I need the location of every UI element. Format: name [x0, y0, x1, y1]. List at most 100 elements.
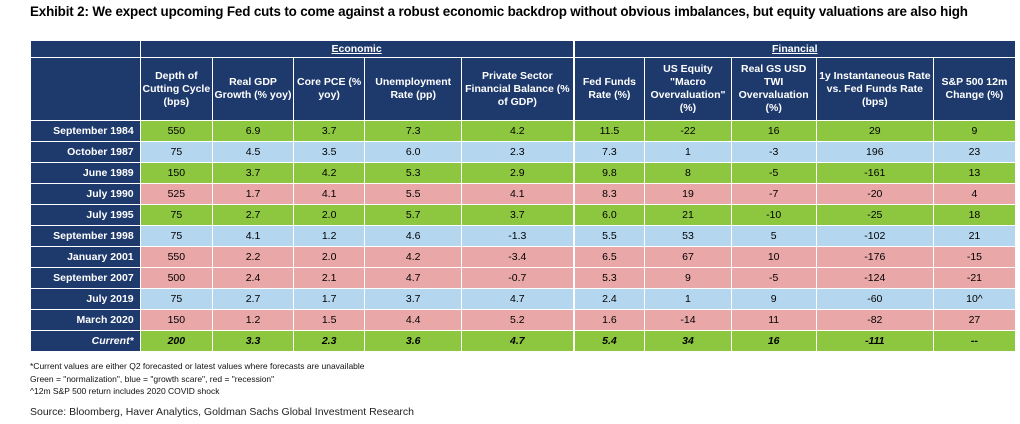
- table-cell: -22: [644, 120, 732, 142]
- table-cell: 4.2: [292, 162, 366, 184]
- column-header: US Equity "Macro Overvaluation" (%): [644, 57, 732, 121]
- table-cell: 1: [644, 141, 732, 163]
- table-cell: 2.3: [292, 330, 366, 352]
- table-cell: 4.5: [212, 141, 294, 163]
- table-cell: 2.9: [461, 162, 575, 184]
- column-header: Real GS USD TWI Overvaluation (%): [730, 57, 817, 121]
- table-cell: 2.3: [461, 141, 575, 163]
- table-row: July 2019 75 2.7 1.7 3.7 4.7 2.4 1 9 -60 10^: [30, 288, 1017, 310]
- table-cell: 196: [815, 141, 934, 163]
- table-cell: 4.4: [364, 309, 463, 331]
- column-header: Depth of Cutting Cycle (bps): [139, 57, 214, 121]
- table-cell: 5: [730, 225, 817, 247]
- row-label: October 1987: [30, 141, 141, 163]
- table-cell: 4.7: [364, 267, 463, 289]
- table-cell: 16: [730, 330, 817, 352]
- table-cell: 5.3: [364, 162, 463, 184]
- table-body: September 1984 550 6.9 3.7 7.3 4.2 11.5 -22 16 29…: [30, 120, 1017, 352]
- table-row: January 2001 550 2.2 2.0 4.2 -3.4 6.5 67 10 -176-…: [30, 246, 1017, 268]
- table-cell: 525: [139, 183, 214, 205]
- table-cell: 75: [139, 225, 214, 247]
- footnote: *Current values are either Q2 forecasted…: [30, 361, 365, 371]
- column-header: 1y Instantaneous Rate vs. Fed Funds Rate…: [815, 57, 934, 121]
- table-cell: 2.0: [292, 246, 366, 268]
- table-cell: -102: [815, 225, 934, 247]
- table-cell: -3.4: [461, 246, 575, 268]
- table-cell: 4: [932, 183, 1017, 205]
- table-cell: -111: [815, 330, 934, 352]
- table-cell: -60: [815, 288, 934, 310]
- table-row: September 1984 550 6.9 3.7 7.3 4.2 11.5 -22 16 29…: [30, 120, 1017, 142]
- row-label: June 1989: [30, 162, 141, 184]
- table-cell: 23: [932, 141, 1017, 163]
- table-cell: 4.1: [292, 183, 366, 205]
- table-row: July 1995 75 2.7 2.0 5.7 3.7 6.0 21 -10 -25 18: [30, 204, 1017, 226]
- table-cell: 9: [644, 267, 732, 289]
- table-cell: 3.3: [212, 330, 294, 352]
- table-cell: -25: [815, 204, 934, 226]
- table-cell: 21: [932, 225, 1017, 247]
- table-cell: 4.1: [461, 183, 575, 205]
- table-cell: 1.6: [572, 309, 646, 331]
- table-cell: 1.2: [292, 225, 366, 247]
- table-cell: 4.1: [212, 225, 294, 247]
- table-cell: 5.4: [572, 330, 646, 352]
- table-row: June 1989 150 3.7 4.2 5.3 2.9 9.8 8 -5 -161 13: [30, 162, 1017, 184]
- table-cell: -14: [644, 309, 732, 331]
- table-cell: 1.7: [292, 288, 366, 310]
- table-cell: 10^: [932, 288, 1017, 310]
- table-cell: 3.7: [461, 204, 575, 226]
- table-cell: 200: [139, 330, 214, 352]
- table-cell: 5.5: [364, 183, 463, 205]
- table-cell: -176: [815, 246, 934, 268]
- table-cell: 550: [139, 120, 214, 142]
- row-label: Current*: [30, 330, 141, 352]
- table-cell: 9: [932, 120, 1017, 142]
- table-cell: 5.2: [461, 309, 575, 331]
- table-cell: 53: [644, 225, 732, 247]
- table-cell: -21: [932, 267, 1017, 289]
- table-cell: 150: [139, 309, 214, 331]
- table-cell: 7.3: [572, 141, 646, 163]
- source-line: Source: Bloomberg, Haver Analytics, Gold…: [30, 406, 415, 418]
- table-cell: -82: [815, 309, 934, 331]
- table-cell: 2.4: [572, 288, 646, 310]
- table-cell: 75: [139, 204, 214, 226]
- footnote: Green = "normalization", blue = "growth …: [30, 373, 275, 384]
- table-cell: 4.7: [461, 330, 575, 352]
- table-cell: 550: [139, 246, 214, 268]
- footnotes: *Current values are either Q2 forecasted…: [30, 360, 365, 398]
- row-label: July 2019: [30, 288, 141, 310]
- table-row: July 1990 525 1.7 4.1 5.5 4.1 8.3 19 -7 -20 4: [30, 183, 1017, 205]
- table-cell: 3.5: [292, 141, 366, 163]
- table-cell: 7.3: [364, 120, 463, 142]
- column-header: Unemployment Rate (pp): [364, 57, 463, 121]
- financial-group-header: Financial: [572, 40, 1016, 58]
- row-label: January 2001: [30, 246, 141, 268]
- table-cell: 75: [139, 288, 214, 310]
- footnote: ^12m S&P 500 return includes 2020 COVID …: [30, 386, 220, 397]
- table-cell: 8: [644, 162, 732, 184]
- table-cell: -0.7: [461, 267, 575, 289]
- table-cell: 8.3: [572, 183, 646, 205]
- table-cell: 21: [644, 204, 732, 226]
- table-cell: 1.7: [212, 183, 294, 205]
- group-header-row: Economic Financial: [30, 40, 1016, 58]
- table-cell: 500: [139, 267, 214, 289]
- row-label: September 2007: [30, 267, 141, 289]
- table-row: March 2020 150 1.2 1.5 4.4 5.2 1.6 -14 11 -82 27: [30, 309, 1017, 331]
- table-cell: 6.5: [572, 246, 646, 268]
- table-cell: 3.7: [292, 120, 366, 142]
- table-cell: 3.7: [212, 162, 294, 184]
- table-cell: 67: [644, 246, 732, 268]
- exhibit-title: Exhibit 2: We expect upcoming Fed cuts t…: [30, 4, 968, 19]
- table-cell: 150: [139, 162, 214, 184]
- table-cell: 6.9: [212, 120, 294, 142]
- table-cell: 5.7: [364, 204, 463, 226]
- header-corner-lower: [30, 57, 141, 121]
- table-cell: 19: [644, 183, 732, 205]
- table-cell: 5.5: [572, 225, 646, 247]
- table-cell: 2.2: [212, 246, 294, 268]
- table-cell: 11.5: [572, 120, 646, 142]
- table-cell: 34: [644, 330, 732, 352]
